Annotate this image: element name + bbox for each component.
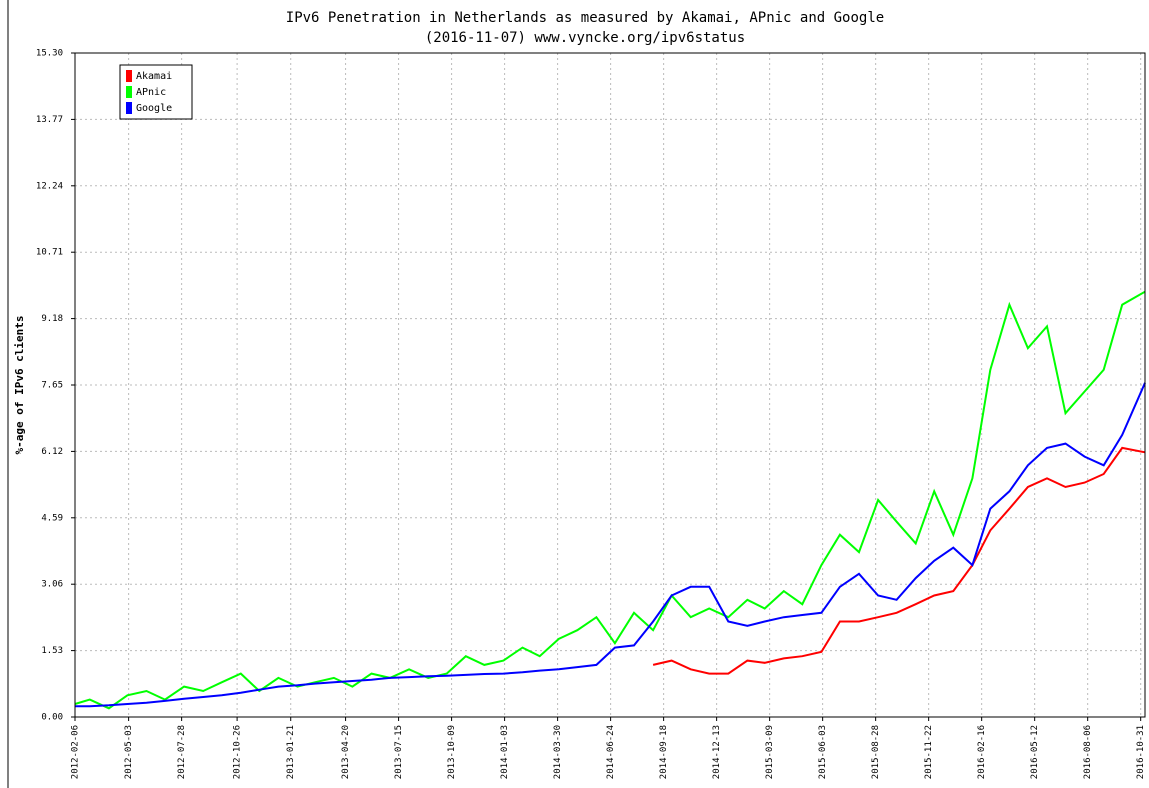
- x-tick-label: 2012-10-26: [233, 725, 243, 779]
- x-tick-label: 2016-05-12: [1030, 725, 1040, 779]
- legend-label: Google: [136, 103, 172, 114]
- x-tick-label: 2012-05-03: [124, 725, 134, 779]
- x-tick-label: 2014-09-18: [659, 725, 669, 779]
- plot-border: [74, 52, 1146, 718]
- y-tick-label: 13.77: [36, 115, 63, 125]
- chart-subtitle: (2016-11-07) www.vyncke.org/ipv6status: [425, 30, 745, 46]
- series-line: [74, 290, 1146, 710]
- x-tick-label: 2016-10-31: [1136, 725, 1146, 779]
- x-tick-label: 2014-01-03: [500, 725, 510, 779]
- legend-label: Akamai: [136, 71, 172, 82]
- x-tick-label: 2015-06-03: [818, 725, 828, 779]
- y-tick-label: 6.12: [41, 447, 63, 457]
- y-tick-label: 0.00: [41, 713, 63, 723]
- x-tick-label: 2012-07-28: [177, 725, 187, 779]
- x-tick-label: 2016-02-16: [977, 725, 987, 779]
- series-line: [652, 446, 1146, 675]
- y-tick-label: 10.71: [36, 248, 63, 258]
- x-tick-label: 2013-07-15: [394, 725, 404, 779]
- y-tick-label: 3.06: [41, 580, 63, 590]
- y-tick-label: 4.59: [41, 513, 63, 523]
- x-tick-label: 2015-03-09: [765, 725, 775, 779]
- y-axis-label: %-age of IPv6 clients: [13, 315, 26, 454]
- x-tick-label: 2015-11-22: [924, 725, 934, 779]
- y-tick-label: 12.24: [36, 181, 63, 191]
- legend-swatch: [126, 102, 132, 114]
- y-tick-label: 15.30: [36, 49, 63, 59]
- x-tick-label: 2013-10-09: [447, 725, 457, 779]
- legend-label: APnic: [136, 87, 166, 98]
- legend-swatch: [126, 70, 132, 82]
- chart-title: IPv6 Penetration in Netherlands as measu…: [286, 10, 884, 26]
- legend-swatch: [126, 86, 132, 98]
- x-tick-label: 2014-12-13: [712, 725, 722, 779]
- x-tick-label: 2013-04-20: [341, 725, 351, 779]
- x-tick-label: 2014-06-24: [606, 725, 616, 779]
- series-line: [75, 382, 1146, 708]
- x-tick-label: 2015-08-28: [871, 725, 881, 779]
- y-tick-label: 1.53: [41, 646, 63, 656]
- x-tick-label: 2014-03-30: [553, 725, 563, 779]
- y-tick-label: 7.65: [41, 381, 63, 391]
- y-tick-label: 9.18: [41, 314, 63, 324]
- x-tick-label: 2013-01-21: [286, 725, 296, 779]
- x-tick-label: 2016-08-06: [1083, 725, 1093, 779]
- x-tick-label: 2012-02-06: [71, 725, 81, 779]
